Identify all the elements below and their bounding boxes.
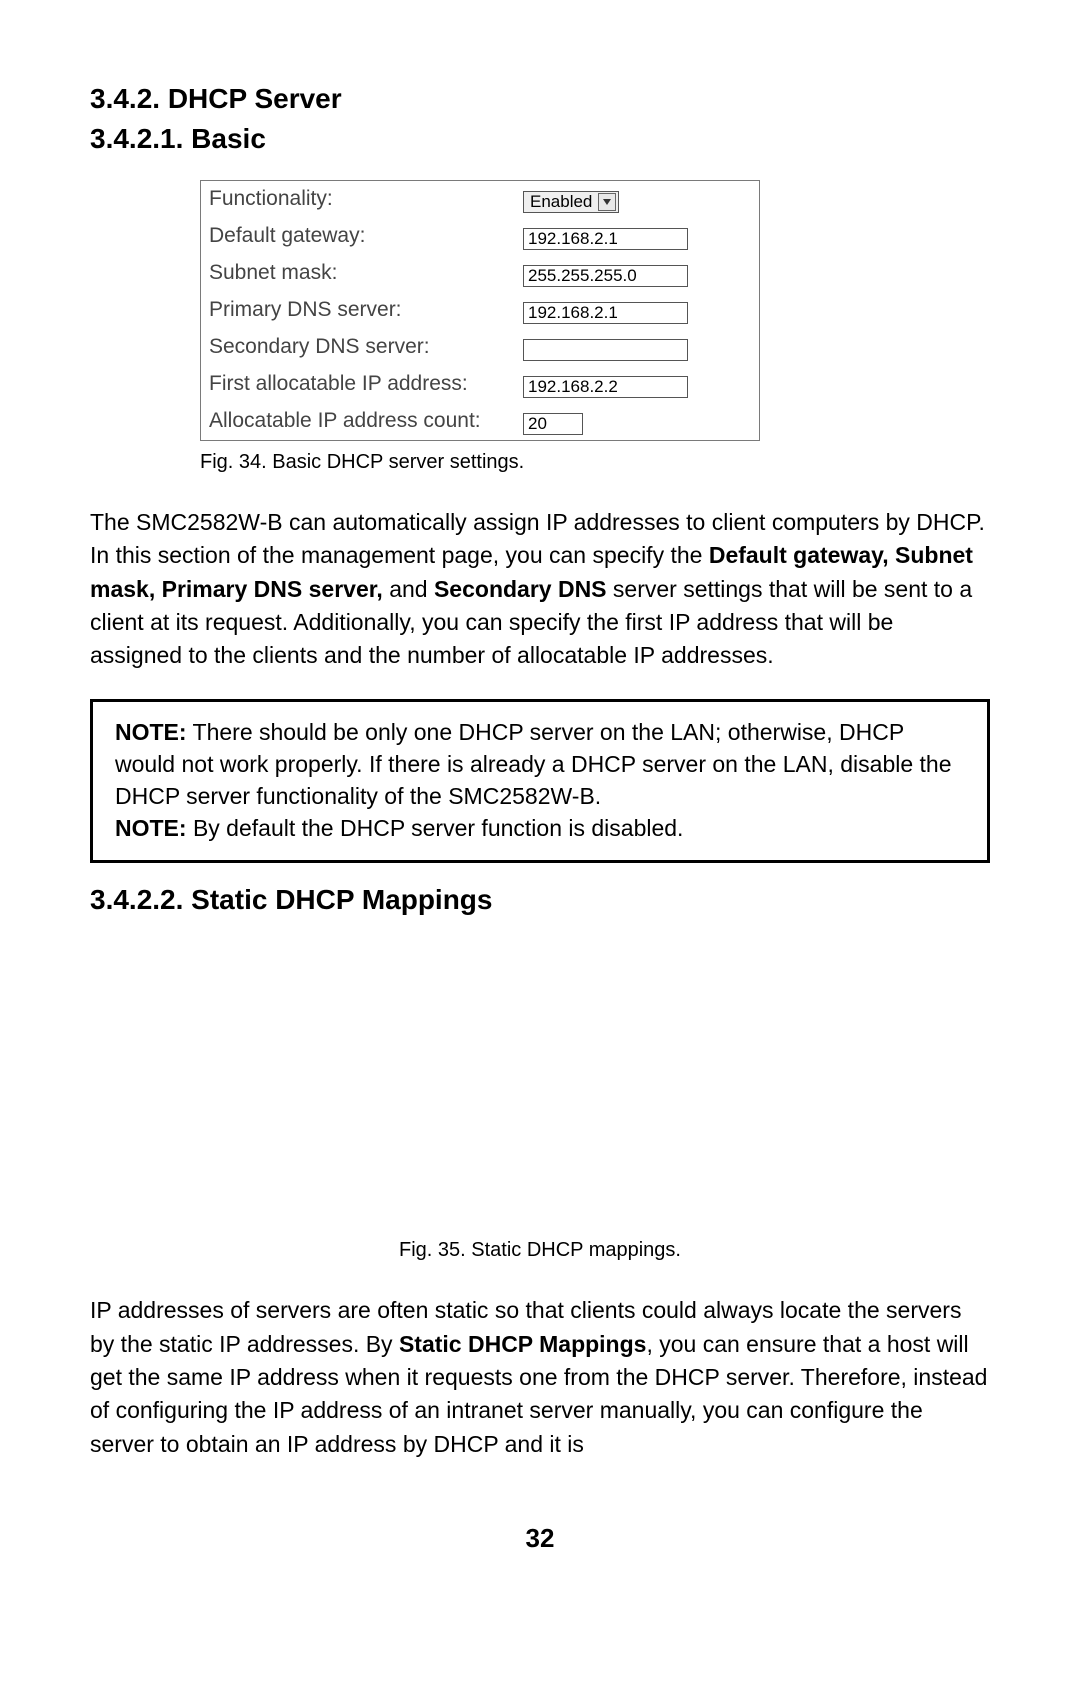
para2-bold1: Static DHCP Mappings	[399, 1331, 647, 1357]
form-row: Primary DNS server:	[201, 292, 760, 329]
form-row: Default gateway:	[201, 218, 760, 255]
text-input[interactable]	[523, 302, 688, 324]
form-label: Allocatable IP address count:	[201, 403, 516, 441]
form-field-cell	[515, 366, 760, 403]
form-row: Subnet mask:	[201, 255, 760, 292]
paragraph-static-dhcp-description: IP addresses of servers are often static…	[90, 1294, 990, 1461]
form-label: Subnet mask:	[201, 255, 516, 292]
note-label-1: NOTE:	[115, 719, 187, 745]
form-row: Allocatable IP address count:	[201, 403, 760, 441]
form-row: Functionality: Enabled	[201, 180, 760, 218]
note-label-2: NOTE:	[115, 815, 187, 841]
figure-35-placeholder	[90, 919, 990, 1229]
para1-bold2: Secondary DNS	[434, 576, 607, 602]
form-label: Default gateway:	[201, 218, 516, 255]
form-row: Secondary DNS server:	[201, 329, 760, 366]
page-number: 32	[90, 1521, 990, 1556]
chevron-down-icon	[598, 193, 616, 211]
text-input[interactable]	[523, 376, 688, 398]
form-label: Secondary DNS server:	[201, 329, 516, 366]
form-field-cell: Enabled	[515, 180, 760, 218]
select-value: Enabled	[530, 191, 592, 214]
note-box: NOTE: There should be only one DHCP serv…	[90, 699, 990, 864]
section-heading-static-dhcp: 3.4.2.2. Static DHCP Mappings	[90, 881, 990, 919]
paragraph-dhcp-description: The SMC2582W-B can automatically assign …	[90, 506, 990, 673]
text-input[interactable]	[523, 265, 688, 287]
form-label: Primary DNS server:	[201, 292, 516, 329]
form-row: First allocatable IP address:	[201, 366, 760, 403]
section-heading-basic: 3.4.2.1. Basic	[90, 120, 990, 158]
form-label: Functionality:	[201, 180, 516, 218]
form-field-cell	[515, 218, 760, 255]
functionality-select[interactable]: Enabled	[523, 191, 619, 213]
section-heading-dhcp-server: 3.4.2. DHCP Server	[90, 80, 990, 118]
figure-35-caption: Fig. 35. Static DHCP mappings.	[90, 1237, 990, 1264]
form-label: First allocatable IP address:	[201, 366, 516, 403]
figure-34-caption: Fig. 34. Basic DHCP server settings.	[200, 449, 990, 476]
text-input[interactable]	[523, 413, 583, 435]
text-input[interactable]	[523, 228, 688, 250]
note-text-1: There should be only one DHCP server on …	[115, 719, 952, 809]
figure-34-form: Functionality: Enabled Default gateway:Sub…	[200, 180, 760, 441]
form-field-cell	[515, 403, 760, 441]
text-input[interactable]	[523, 339, 688, 361]
form-field-cell	[515, 292, 760, 329]
form-field-cell	[515, 329, 760, 366]
para1-text2: and	[383, 576, 434, 602]
dhcp-settings-table: Functionality: Enabled Default gateway:Sub…	[200, 180, 760, 441]
form-field-cell	[515, 255, 760, 292]
note-text-2: By default the DHCP server function is d…	[187, 815, 684, 841]
